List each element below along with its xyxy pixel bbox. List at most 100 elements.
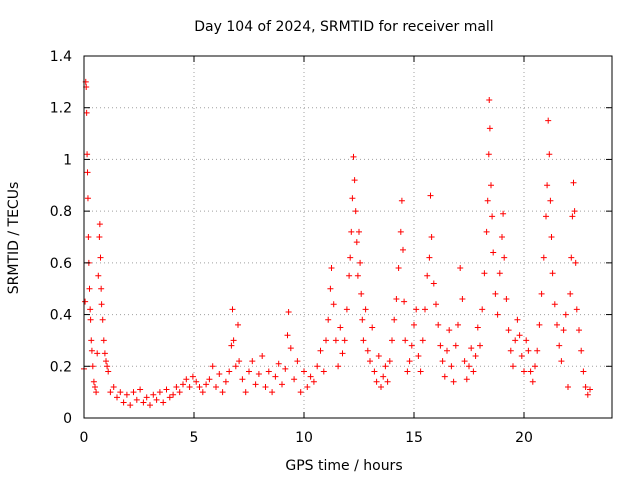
axis-ticks (83, 55, 612, 419)
data-point (307, 373, 314, 380)
data-point (176, 389, 183, 396)
data-point (527, 368, 534, 375)
data-point (353, 239, 360, 246)
data-point (461, 358, 468, 365)
data-point (246, 368, 252, 375)
data-point (556, 342, 563, 349)
data-point (199, 389, 206, 396)
data-point (450, 378, 457, 385)
data-point (314, 363, 321, 370)
grid (84, 56, 612, 418)
data-point (349, 195, 356, 202)
data-point (582, 383, 589, 390)
data-point (105, 368, 112, 375)
data-point (547, 197, 554, 204)
data-point (216, 371, 223, 378)
data-point (341, 337, 348, 344)
data-point (127, 402, 134, 409)
data-point (510, 363, 516, 370)
data-point (572, 259, 579, 266)
data-point (548, 234, 555, 240)
data-point (406, 358, 413, 365)
data-point (397, 228, 404, 235)
data-point (297, 389, 304, 396)
data-point (435, 321, 442, 328)
data-point (551, 301, 558, 308)
x-tick-label: 20 (515, 430, 533, 446)
data-point (488, 182, 494, 189)
data-point (457, 265, 464, 272)
data-point (282, 365, 289, 372)
data-point (173, 383, 180, 390)
data-point (479, 306, 486, 313)
data-point (490, 249, 497, 256)
data-point (325, 316, 332, 323)
data-point (90, 378, 97, 385)
data-point (426, 254, 433, 261)
data-point (347, 254, 354, 261)
data-point (87, 316, 94, 323)
data-point (269, 389, 276, 396)
data-point (259, 352, 266, 359)
x-tick-label: 15 (405, 430, 423, 446)
data-point (350, 153, 357, 160)
data-point (222, 378, 229, 385)
data-point (529, 378, 536, 385)
data-point (568, 254, 575, 261)
data-point (371, 368, 378, 375)
data-point (294, 358, 301, 365)
data-point (427, 192, 434, 199)
data-point (97, 254, 104, 261)
data-point (117, 389, 124, 396)
data-point (470, 368, 477, 375)
data-point (99, 316, 106, 323)
data-point (521, 368, 527, 375)
data-point (448, 363, 455, 370)
data-point (580, 368, 587, 375)
data-point (287, 345, 294, 352)
data-point (209, 363, 216, 370)
data-point (562, 311, 569, 318)
data-point (441, 373, 448, 380)
data-point (84, 195, 91, 202)
data-point (328, 265, 335, 272)
data-point (140, 399, 147, 406)
data-point (546, 151, 553, 158)
data-point (193, 378, 200, 385)
data-point (232, 363, 239, 370)
data-point (213, 383, 219, 390)
data-point (120, 399, 127, 406)
data-point (499, 234, 505, 240)
data-point (512, 337, 519, 344)
data-point (389, 337, 395, 344)
data-point (160, 399, 167, 406)
data-point (400, 246, 406, 253)
data-point (393, 296, 400, 303)
data-point (348, 228, 355, 235)
data-point (310, 378, 317, 385)
data-point (228, 342, 235, 349)
data-point (576, 327, 582, 334)
data-point (133, 396, 140, 403)
data-point (532, 363, 538, 370)
y-tick-label: 1.4 (50, 49, 72, 65)
data-point (358, 290, 365, 297)
data-point (249, 358, 256, 365)
data-point (186, 383, 193, 390)
data-point (415, 352, 422, 359)
data-point (252, 381, 259, 388)
data-point (380, 373, 387, 380)
data-point (485, 151, 492, 158)
data-point (567, 290, 574, 297)
data-point (96, 221, 103, 228)
data-point (84, 151, 91, 158)
y-axis-label: SRMTID / TECUs (6, 182, 22, 295)
data-point (239, 376, 246, 383)
y-tick-label: 1.2 (50, 101, 72, 117)
data-point (183, 376, 190, 383)
y-tick-label: 0.4 (50, 308, 72, 324)
data-point (402, 337, 409, 344)
data-point (382, 363, 389, 370)
x-tick-label: 10 (295, 430, 313, 446)
y-tick-label: 1 (63, 152, 72, 168)
